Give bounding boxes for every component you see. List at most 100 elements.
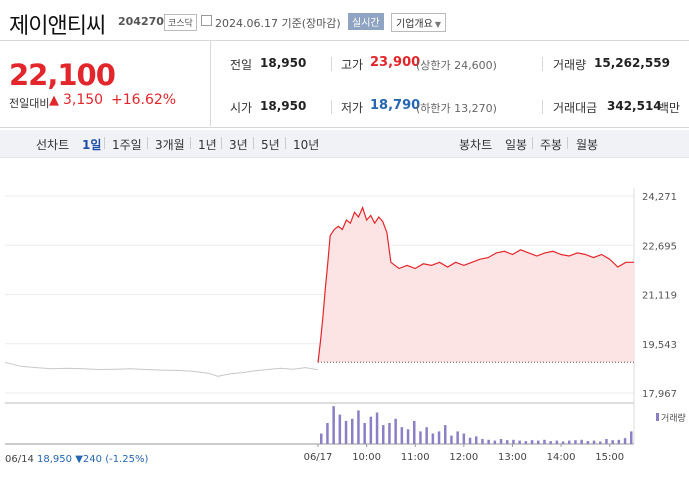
volume-bar: [481, 439, 484, 444]
tab-daily-candle[interactable]: 일봉: [505, 138, 528, 152]
tab-5year[interactable]: 5년: [261, 138, 280, 152]
today-fill-area: [318, 207, 634, 363]
open-label: 시가: [230, 101, 253, 115]
volume-bar: [332, 406, 335, 444]
price-panel: [0, 40, 211, 126]
volume-bar: [437, 431, 441, 444]
x-tick-label: 06/17: [304, 452, 333, 463]
upper-limit: (상한가 24,600): [416, 59, 497, 72]
tab-weekly-candle[interactable]: 주봉: [540, 138, 563, 152]
chart-grid: [5, 188, 635, 445]
date-text: 2024.06.17: [215, 17, 278, 30]
volume-bar: [599, 441, 602, 444]
current-price: 22,100: [9, 58, 116, 92]
today-series: [317, 205, 634, 363]
divider: [221, 137, 222, 149]
prev-day-close: 18,950: [37, 454, 73, 465]
volume-bar: [512, 439, 515, 444]
volume-bar: [406, 429, 410, 444]
basis-text: 기준(장마감): [281, 17, 341, 30]
y-tick-label: 17,967: [642, 389, 677, 400]
volume-bar: [605, 439, 608, 444]
up-arrow-icon: ▲: [49, 93, 59, 108]
stock-name: 제이앤티씨: [9, 14, 106, 39]
tab-10year[interactable]: 10년: [293, 138, 320, 152]
volume-bar: [630, 431, 633, 444]
volume-legend-swatch: [656, 413, 659, 421]
prev-close-label: 전일: [230, 58, 253, 72]
volume-bar: [487, 439, 490, 444]
volume-bar: [468, 437, 472, 444]
low-value: 18,790: [370, 98, 421, 113]
volume-bar: [506, 440, 509, 444]
tab-1day[interactable]: 1일: [82, 138, 102, 152]
volume-bar: [351, 418, 354, 444]
volume-bar: [369, 416, 373, 444]
tab-monthly-candle[interactable]: 월봉: [576, 138, 599, 152]
tab-1year[interactable]: 1년: [198, 138, 217, 152]
divider: [104, 137, 105, 149]
x-tick-label: 15:00: [595, 452, 624, 463]
volume-bar: [623, 438, 627, 444]
amount-unit: 백만: [658, 101, 681, 115]
divider: [331, 57, 332, 71]
date-basis: 2024.06.17 기준(장마감): [215, 15, 341, 31]
market-badge: 코스닥: [164, 14, 197, 31]
volume-legend-label: 거래량: [661, 414, 686, 424]
divider: [253, 137, 254, 149]
today-area-fill: [318, 207, 634, 363]
volume-bar: [530, 440, 534, 444]
tab-1week[interactable]: 1주일: [112, 138, 142, 152]
volume-bar: [320, 433, 323, 444]
volume-bar: [394, 418, 397, 444]
volume-bar: [462, 433, 466, 444]
prev-day-change: 240: [82, 454, 102, 465]
high-label: 고가: [341, 58, 364, 72]
volume-bar: [586, 441, 590, 444]
company-info-label: 기업개요: [396, 19, 433, 30]
x-tick-label: 10:00: [352, 452, 381, 463]
volume-bar: [388, 423, 391, 444]
divider: [532, 137, 533, 149]
volume-bar: [456, 431, 459, 444]
tab-3year[interactable]: 3년: [229, 138, 248, 152]
volume-bar: [574, 440, 577, 444]
divider: [285, 137, 286, 149]
volume-bar: [493, 440, 497, 444]
divider: [331, 100, 332, 114]
chevron-down-icon: ▼: [434, 20, 441, 29]
volume-bar: [375, 412, 379, 444]
divider: [567, 137, 568, 149]
change-label: 전일대비: [9, 97, 50, 110]
volume-bar: [450, 435, 453, 444]
x-tick-label: 14:00: [547, 452, 576, 463]
candle-chart-label: 봉차트: [459, 138, 493, 152]
high-value: 23,900: [370, 55, 421, 70]
volume-bar: [611, 440, 614, 444]
x-tick-label: 13:00: [498, 452, 527, 463]
amount-value: 342,514: [607, 99, 662, 113]
volume-bar: [425, 427, 428, 444]
tab-3month[interactable]: 3개월: [155, 138, 185, 152]
low-label: 저가: [341, 101, 364, 115]
volume-label: 거래량: [553, 58, 587, 72]
down-arrow-icon: ▼: [75, 454, 83, 465]
volume-bar: [363, 423, 366, 444]
volume-bar: [326, 423, 329, 444]
company-info-dropdown[interactable]: 기업개요 ▼: [391, 13, 446, 32]
price-summary-box: [0, 40, 689, 128]
change-value: 3,150: [63, 92, 104, 108]
volume-bar: [499, 439, 503, 444]
volume-bar: [537, 440, 540, 444]
volume-bar: [580, 439, 583, 444]
volume-bar: [400, 427, 404, 444]
realtime-button[interactable]: 실시간: [348, 13, 384, 30]
volume-bar: [475, 436, 478, 444]
price-chart[interactable]: 24,271 22,695 21,119 19,543 17,967 06/17 10:0…: [0, 180, 689, 477]
calendar-icon: [201, 15, 212, 26]
volume-bar: [431, 433, 435, 444]
prev-day-series: [4, 361, 319, 377]
volume-bar: [518, 440, 521, 444]
x-tick-label: 11:00: [401, 452, 430, 463]
chart-period-tabs: [0, 130, 689, 158]
